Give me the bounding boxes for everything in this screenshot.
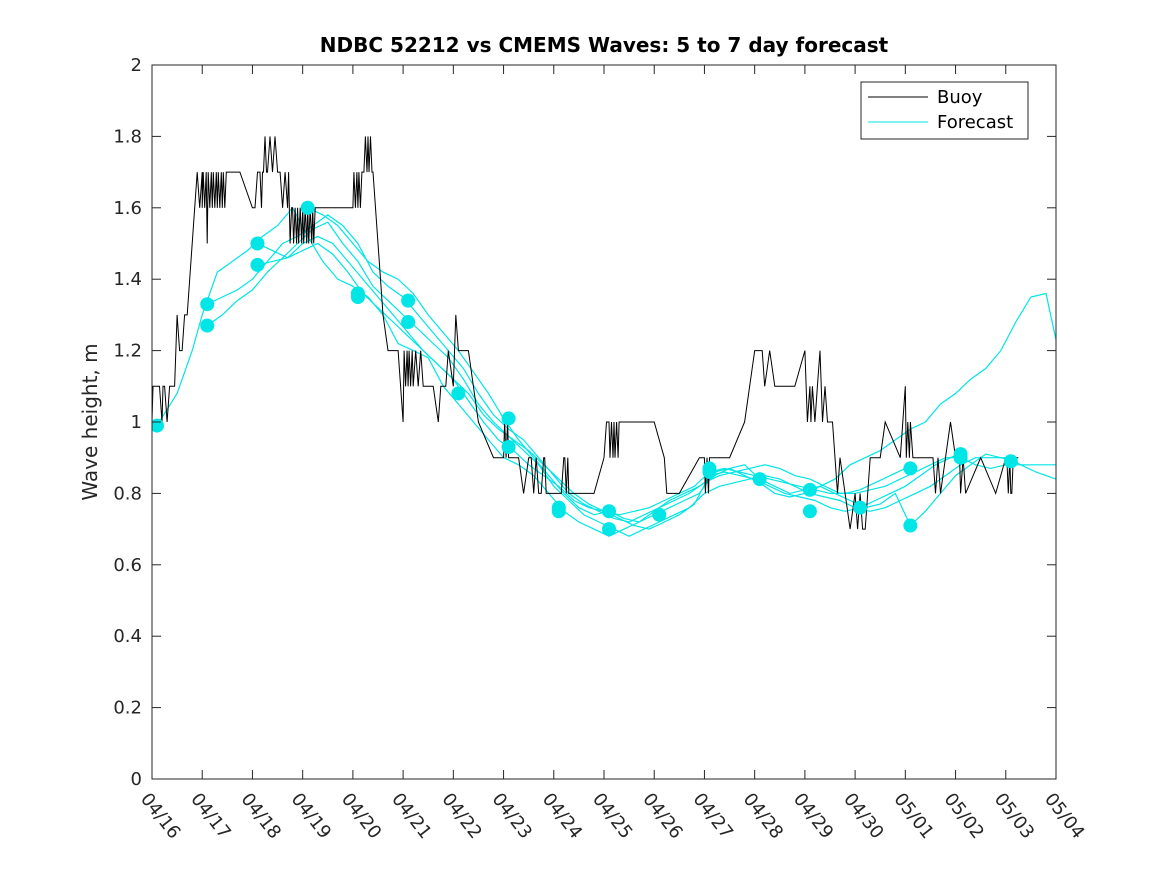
y-tick-label-2: 0.4 <box>113 626 142 647</box>
x-tick-label-8: 04/24 <box>538 789 586 843</box>
x-tick-label-14: 04/30 <box>839 789 887 843</box>
forecast-marker-2 <box>200 318 215 333</box>
x-tick-label-10: 04/26 <box>638 789 686 843</box>
y-tick-label-5: 1 <box>131 412 142 433</box>
forecast-marker-27 <box>953 450 968 465</box>
x-tick-label-16: 05/02 <box>940 789 988 843</box>
y-tick-label-9: 1.8 <box>113 126 142 147</box>
forecast-marker-22 <box>802 504 817 519</box>
forecast-marker-15 <box>602 504 617 519</box>
x-tick-label-9: 04/25 <box>588 789 636 843</box>
y-tick-label-4: 0.8 <box>113 483 142 504</box>
forecast-line-4 <box>257 242 966 530</box>
y-axis: 0 0.2 0.4 0.6 0.8 1 1.2 1.4 1.6 1.8 2 <box>113 55 1056 790</box>
plot-area-frame <box>151 64 1057 780</box>
forecast-line-2 <box>206 221 1056 537</box>
forecast-marker-5 <box>300 200 315 215</box>
forecast-line-3 <box>257 235 906 516</box>
plot-data-layer <box>152 136 1056 537</box>
forecast-marker-16 <box>602 522 617 537</box>
y-tick-label-1: 0.2 <box>113 698 142 719</box>
y-tick-label-6: 1.2 <box>113 341 142 362</box>
x-tick-label-5: 04/21 <box>387 789 435 843</box>
forecast-line-5 <box>307 207 1016 527</box>
forecast-marker-17 <box>652 507 667 522</box>
forecast-marker-20 <box>752 472 767 487</box>
x-tick-label-18: 05/04 <box>1040 789 1088 843</box>
x-tick-label-4: 04/20 <box>337 789 385 843</box>
forecast-marker-21 <box>802 482 817 497</box>
forecast-marker-24 <box>903 461 918 476</box>
legend: Buoy Forecast <box>860 81 1029 140</box>
x-tick-label-11: 04/27 <box>689 789 737 843</box>
y-axis-label: Wave height, m <box>78 343 102 500</box>
forecast-marker-9 <box>401 315 416 330</box>
x-tick-label-0: 04/16 <box>136 789 184 843</box>
forecast-line-1 <box>206 214 1056 523</box>
chart-title: NDBC 52212 vs CMEMS Waves: 5 to 7 day fo… <box>320 33 889 57</box>
y-tick-label-8: 1.6 <box>113 198 142 219</box>
forecast-marker-8 <box>401 293 416 308</box>
buoy-line <box>152 136 1019 530</box>
legend-box <box>860 81 1029 140</box>
legend-forecast-label: Forecast <box>937 112 1013 133</box>
x-tick-label-17: 05/03 <box>990 789 1038 843</box>
x-tick-label-2: 04/18 <box>237 789 285 843</box>
forecast-marker-7 <box>350 290 365 305</box>
x-tick-label-13: 04/29 <box>789 789 837 843</box>
y-tick-label-7: 1.4 <box>113 269 142 290</box>
forecast-marker-12 <box>501 439 516 454</box>
forecast-marker-10 <box>451 386 466 401</box>
forecast-marker-23 <box>853 500 868 515</box>
forecast-marker-1 <box>200 297 215 312</box>
x-tick-label-12: 04/28 <box>739 789 787 843</box>
forecast-marker-3 <box>250 236 265 251</box>
x-tick-label-7: 04/23 <box>488 789 536 843</box>
forecast-line-0 <box>156 206 1056 537</box>
forecast-marker-11 <box>501 411 516 426</box>
y-tick-label-10: 2 <box>131 55 142 76</box>
x-tick-label-1: 04/17 <box>186 789 234 843</box>
forecast-marker-14 <box>551 504 566 519</box>
y-tick-label-3: 0.6 <box>113 555 142 576</box>
legend-buoy-label: Buoy <box>937 87 983 108</box>
forecast-marker-4 <box>250 257 265 272</box>
forecast-marker-25 <box>903 518 918 533</box>
x-tick-label-6: 04/22 <box>437 789 485 843</box>
forecast-marker-19 <box>702 464 717 479</box>
x-tick-label-15: 05/01 <box>889 789 937 843</box>
forecast-marker-28 <box>1003 454 1018 469</box>
y-tick-label-0: 0 <box>131 769 142 790</box>
x-tick-label-3: 04/19 <box>287 789 335 843</box>
